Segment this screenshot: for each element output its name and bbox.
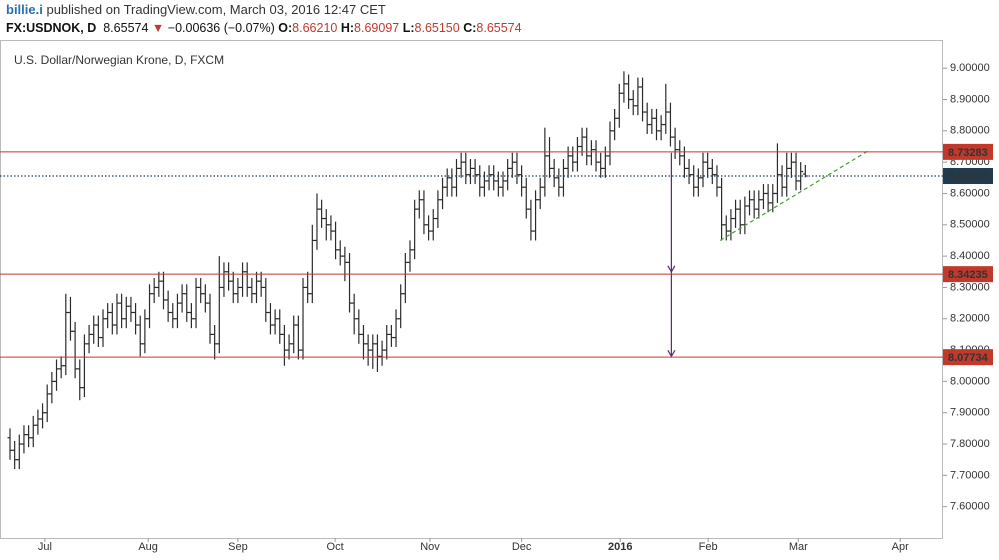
- x-tick-label: Dec: [512, 541, 532, 553]
- y-tick-label: 8.40000: [950, 250, 990, 262]
- last-price-label: 8.65574: [948, 171, 989, 183]
- level-marker: [943, 349, 993, 366]
- y-tick-label: 8.30000: [950, 281, 990, 293]
- price: 8.65574: [103, 21, 149, 35]
- y-tick-label: 9.00000: [950, 62, 990, 74]
- x-tick-label: Mar: [789, 541, 808, 553]
- y-tick-label: 8.20000: [950, 313, 990, 325]
- x-tick-label: Feb: [699, 541, 718, 553]
- change-arrow: ▼: [151, 21, 165, 35]
- arrow-head: [667, 350, 676, 358]
- published: published on TradingView.com, March 03, …: [46, 2, 386, 17]
- y-tick-label: 7.60000: [950, 501, 990, 513]
- x-tick-label: Aug: [138, 541, 158, 553]
- ohlc-value: 8.65150: [414, 21, 460, 35]
- ohlc-label: O:: [278, 21, 293, 35]
- chart-title: U.S. Dollar/Norwegian Krone, D, FXCM: [14, 53, 224, 67]
- y-tick-label: 7.80000: [950, 438, 990, 450]
- y-tick-label: 7.70000: [950, 469, 990, 481]
- level-marker: [943, 266, 993, 283]
- quote-line: FX:USDNOK, D 8.65574 ▼ −0.00636 (−0.07%)…: [6, 21, 522, 35]
- arrow-head: [667, 265, 676, 273]
- level-label: 8.73283: [948, 147, 988, 159]
- x-tick-label: Oct: [327, 541, 344, 553]
- x-tick-label: Jul: [38, 541, 52, 553]
- level-label: 8.34235: [948, 269, 988, 281]
- x-tick-label: Apr: [892, 541, 909, 553]
- trend-line: [719, 150, 869, 241]
- plot-frame: [0, 40, 943, 539]
- ohlc-value: 8.69097: [354, 21, 400, 35]
- y-tick-label: 7.90000: [950, 407, 990, 419]
- y-tick-label: 8.80000: [950, 125, 990, 137]
- y-tick-label: 8.00000: [950, 375, 990, 387]
- level-label: 8.07734: [948, 352, 989, 364]
- y-tick-label: 8.90000: [950, 93, 990, 105]
- user[interactable]: billie.i: [6, 2, 43, 17]
- x-tick-label: Sep: [228, 541, 248, 553]
- symbol: FX:USDNOK, D: [6, 21, 97, 35]
- last-price-marker: [943, 168, 993, 185]
- ohlc-label: C:: [463, 21, 477, 35]
- ohlc-value: 8.65574: [476, 21, 522, 35]
- ohlc-label: L:: [402, 21, 415, 35]
- ohlc-label: H:: [340, 21, 355, 35]
- level-marker: [943, 143, 993, 160]
- ohlc-value: 8.66210: [292, 21, 338, 35]
- change: −0.00636 (−0.07%): [167, 21, 275, 35]
- ohlc: O:8.66210 H:8.69097 L:8.65150 C:8.65574: [275, 21, 522, 35]
- y-tick-label: 8.60000: [950, 187, 990, 199]
- x-tick-label: 2016: [608, 541, 632, 553]
- x-tick-label: Nov: [420, 541, 440, 553]
- y-tick-label: 8.50000: [950, 219, 990, 231]
- publish-line: billie.i published on TradingView.com, M…: [6, 2, 386, 17]
